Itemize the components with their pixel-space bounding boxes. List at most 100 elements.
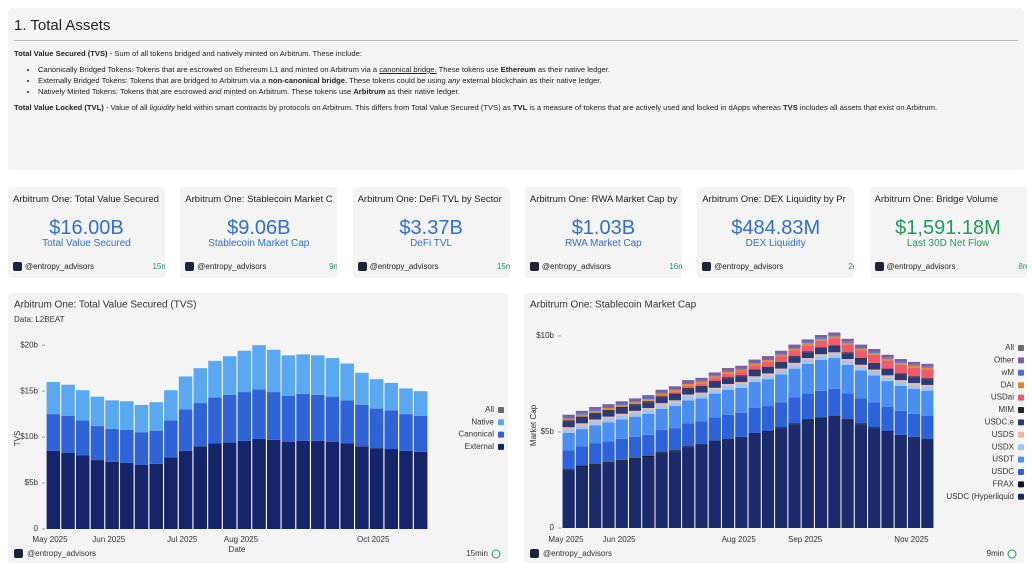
bar-segment [413, 451, 428, 529]
bar-segment [721, 439, 735, 528]
author: @entropy_advisors [529, 262, 611, 271]
bar-segment [668, 402, 682, 407]
bar-segment [748, 359, 761, 363]
bar-segment [894, 385, 907, 411]
counter-card: Arbitrum One: Stablecoin Market Cap $9.06… [180, 187, 338, 278]
bar-segment [178, 450, 193, 529]
bar-segment [788, 364, 801, 369]
bar-segment [120, 401, 134, 430]
bar-segment [615, 415, 628, 420]
bar-segment [682, 388, 695, 395]
bar-segment [655, 430, 668, 453]
bar-segment [682, 446, 695, 448]
avatar [530, 549, 539, 558]
counter-value: $484.83M [731, 217, 821, 239]
author: @entropy_advisors [702, 262, 783, 271]
bar-segment [615, 407, 628, 408]
x-tick-label: Sep 2025 [788, 535, 823, 544]
bar-segment [222, 356, 237, 395]
bar-segment [907, 388, 921, 414]
legend-label: All [485, 405, 494, 414]
x-tick-label: Nov 2025 [894, 535, 929, 544]
bar-segment [668, 451, 682, 528]
bar-segment [828, 332, 841, 336]
counter-value: $1.03B [571, 217, 636, 239]
bar-segment [721, 378, 735, 384]
bar-segment [828, 354, 841, 359]
term: TVL [512, 103, 528, 112]
bar-segment [841, 353, 854, 360]
legend-label: Native [471, 417, 494, 426]
bar-segment [178, 376, 193, 410]
bar-segment [266, 392, 281, 440]
bar-segment [562, 450, 575, 470]
bar-segment [369, 408, 384, 449]
bar-segment [655, 453, 668, 528]
bar-segment [868, 351, 881, 353]
term: non-canonical bridge. [268, 76, 348, 85]
bar-segment [788, 348, 801, 351]
y-tick-label: $5b [541, 427, 555, 436]
bar-segment [761, 359, 775, 360]
bar-segment [788, 362, 801, 365]
bar-segment [237, 440, 252, 529]
bar-segment [296, 354, 310, 394]
bar-segment [105, 461, 119, 529]
bar-segment [615, 407, 628, 414]
bar-segment [775, 350, 788, 354]
bar-segment [814, 359, 828, 391]
bar-segment [775, 402, 788, 428]
bar-segment [655, 393, 668, 396]
link[interactable]: canonical bridge. [379, 65, 437, 74]
bar-segment [668, 428, 682, 451]
bar-segment [602, 410, 615, 417]
bar-segment [208, 360, 222, 398]
bar-segment [761, 373, 775, 376]
bar-segment [695, 381, 708, 384]
bar-segment [894, 361, 907, 363]
bar-segment [828, 358, 841, 389]
bar-segment [682, 383, 695, 386]
bar-segment [602, 462, 615, 528]
bar-segment [281, 441, 296, 529]
bar-segment [628, 404, 642, 406]
bar-segment [788, 424, 801, 528]
bar-segment [748, 369, 761, 371]
emphasis: liquidity [149, 103, 175, 112]
counter-value: $16.00B [49, 217, 124, 239]
bar-segment [695, 421, 708, 445]
bar-segment [854, 364, 868, 367]
bar-segment [721, 383, 735, 386]
bar-segment [841, 341, 854, 343]
bar-segment [682, 423, 695, 447]
bar-segment [75, 455, 90, 529]
bar-segment [814, 356, 828, 360]
bar-segment [921, 384, 934, 387]
bar-segment [894, 380, 907, 383]
counter-card: Arbitrum One: Bridge Volume $1,591.18M Las… [869, 187, 1027, 278]
bar-segment [907, 413, 921, 437]
bar-segment [801, 358, 814, 360]
bar-segment [814, 347, 828, 349]
bar-segment [801, 342, 814, 344]
bar-segment [708, 381, 721, 383]
bar-segment [193, 446, 208, 529]
bar-segment [708, 417, 721, 441]
bar-segment [589, 407, 602, 410]
bar-segment [695, 377, 708, 381]
bar-segment [384, 449, 399, 529]
bar-segment [384, 382, 399, 411]
bar-segment [399, 450, 413, 529]
bar-segment [695, 398, 708, 422]
bar-segment [921, 367, 934, 370]
bar-segment [281, 355, 296, 396]
legend-swatch [1018, 407, 1024, 413]
bar-segment [868, 371, 881, 376]
bar-segment [655, 397, 668, 404]
bar-segment [296, 440, 310, 529]
bar-segment [801, 339, 814, 343]
bar-segment [628, 412, 642, 417]
bar-segment [801, 420, 814, 528]
bar-segment [788, 357, 801, 363]
bar-segment [854, 398, 868, 424]
